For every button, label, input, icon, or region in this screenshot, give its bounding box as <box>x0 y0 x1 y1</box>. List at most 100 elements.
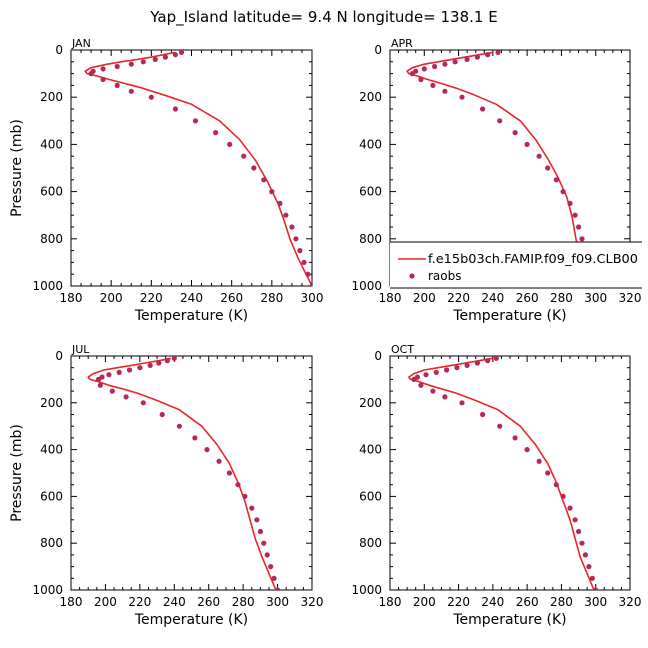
raobs-point <box>140 59 146 65</box>
raobs-point <box>88 71 94 77</box>
raobs-point <box>589 575 595 581</box>
x-tick-label: 240 <box>180 291 203 305</box>
raobs-point <box>114 63 120 70</box>
y-tick-label: 0 <box>374 349 382 363</box>
raobs-point <box>432 63 438 70</box>
raobs-point <box>485 52 491 58</box>
raobs-point <box>442 394 448 400</box>
raobs-point <box>442 88 448 94</box>
raobs-point <box>444 367 450 373</box>
raobs-point <box>582 552 589 558</box>
raobs-point <box>433 369 439 375</box>
x-tick-label: 200 <box>413 291 436 305</box>
raobs-point <box>309 283 312 286</box>
y-tick-label: 800 <box>40 232 63 246</box>
x-tick-label: 240 <box>481 291 504 305</box>
raobs-point <box>148 94 154 100</box>
raobs-point <box>421 66 427 72</box>
raobs-point <box>164 358 170 364</box>
plot-frame <box>389 355 631 591</box>
raobs-point <box>430 388 436 394</box>
raobs-point <box>567 200 573 206</box>
raobs-point <box>289 224 295 230</box>
raobs-point <box>560 189 566 195</box>
raobs-point <box>204 447 210 453</box>
legend-box <box>390 242 642 288</box>
y-tick-label: 400 <box>40 443 63 457</box>
x-tick-label: 180 <box>379 595 402 609</box>
raobs-point <box>249 505 255 511</box>
raobs-point <box>576 528 582 535</box>
raobs-point <box>567 505 573 511</box>
raobs-point <box>152 56 158 63</box>
raobs-point <box>227 141 233 147</box>
y-tick-label: 1000 <box>351 279 382 293</box>
raobs-point <box>159 411 165 418</box>
raobs-point <box>305 271 311 277</box>
y-tick-label: 200 <box>40 90 63 104</box>
raobs-point <box>268 564 274 570</box>
raobs-point <box>254 517 260 523</box>
raobs-point <box>512 130 518 136</box>
model-profile-line <box>406 51 595 286</box>
raobs-point <box>192 118 199 124</box>
panel-label: OCT <box>391 343 414 356</box>
raobs-point <box>178 50 185 55</box>
raobs-point <box>235 482 241 488</box>
plot-area <box>408 356 599 590</box>
x-tick-label: 320 <box>619 291 642 305</box>
x-tick-label: 280 <box>550 595 573 609</box>
raobs-point <box>271 575 277 581</box>
raobs-point <box>536 458 542 464</box>
raobs-point <box>114 82 120 88</box>
x-tick-label: 300 <box>584 291 607 305</box>
model-profile-line <box>408 357 595 590</box>
plot-area <box>87 356 281 590</box>
plot-frame <box>70 355 313 591</box>
y-tick-label: 0 <box>55 43 63 57</box>
y-tick-label: 600 <box>359 489 382 503</box>
y-tick-label: 400 <box>40 137 63 151</box>
raobs-point <box>464 56 470 63</box>
x-tick-label: 320 <box>619 595 642 609</box>
raobs-point <box>586 564 592 570</box>
raobs-point <box>409 71 415 77</box>
panel-jan: JAN 180 200 220 240 260 280 300 0 200 400 600 800 100… <box>9 37 323 324</box>
raobs-point <box>418 76 424 83</box>
raobs-point <box>251 165 257 171</box>
raobs-point <box>553 482 559 488</box>
raobs-point <box>459 94 465 100</box>
x-axis-label: Temperature (K) <box>452 612 566 628</box>
panel-label: JAN <box>71 37 91 50</box>
x-tick-label: 240 <box>163 595 186 609</box>
raobs-point <box>97 382 103 388</box>
raobs-point <box>213 130 219 136</box>
x-tick-label: 300 <box>301 291 324 305</box>
raobs-point <box>128 88 134 94</box>
y-tick-label: 1000 <box>32 279 63 293</box>
raobs-point <box>147 362 153 368</box>
x-tick-label: 300 <box>266 595 289 609</box>
y-tick-label: 0 <box>55 349 63 363</box>
raobs-point <box>140 400 146 406</box>
raobs-point <box>226 470 232 476</box>
raobs-point <box>176 423 182 429</box>
x-tick-label: 260 <box>516 595 539 609</box>
x-tick-label: 180 <box>60 595 83 609</box>
x-tick-label: 300 <box>584 595 607 609</box>
raobs-point <box>123 394 129 400</box>
model-profile-line <box>84 51 312 286</box>
x-tick-label: 260 <box>220 291 243 305</box>
x-tick-label: 260 <box>197 595 220 609</box>
raobs-point <box>497 423 503 429</box>
raobs-point <box>497 118 503 124</box>
raobs-point <box>474 360 480 366</box>
raobs-point <box>524 141 530 147</box>
raobs-point <box>137 365 143 371</box>
raobs-point <box>459 400 465 406</box>
panel-jul: JUL 180 200 220 240 260 280 300 320 0 200 400 600 800… <box>9 343 323 628</box>
raobs-point <box>423 372 429 378</box>
panel-oct: OCT 180 200 220 240 260 280 300 320 0 200 400 600 800… <box>351 343 641 628</box>
raobs-point <box>269 189 275 195</box>
